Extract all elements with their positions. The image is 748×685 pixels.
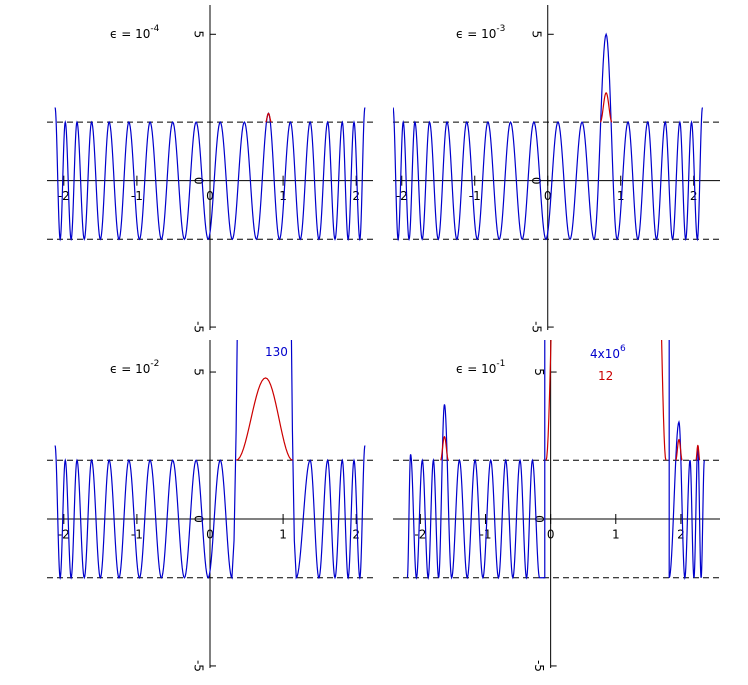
y-tick-label: -5 xyxy=(532,660,546,672)
panel-title: ϵ = 10-4 xyxy=(110,24,160,41)
curves xyxy=(54,340,366,581)
title-exponent: -2 xyxy=(150,359,159,369)
x-tick-label: -2 xyxy=(396,189,408,203)
curves xyxy=(407,0,704,584)
annotation: 4x106 xyxy=(590,344,626,361)
annotation-text: 12 xyxy=(598,369,613,383)
y-tick-label: 0 xyxy=(192,515,206,523)
x-tick-label: 0 xyxy=(206,189,214,203)
title-text: ϵ = 10 xyxy=(110,362,150,376)
curve xyxy=(599,92,613,123)
curve xyxy=(407,0,704,584)
title-exponent: -1 xyxy=(496,359,505,369)
annotation-text: 4x10 xyxy=(590,347,620,361)
x-tick-label: -1 xyxy=(480,527,492,541)
y-tick-label: 5 xyxy=(192,368,206,376)
curve xyxy=(265,112,272,123)
panel: -2 -1 0 1 2 -5 0 5 ϵ = 10-4 xyxy=(47,5,373,333)
panel-title: ϵ = 10-3 xyxy=(456,24,505,41)
curve xyxy=(236,377,293,461)
y-tick-label: -5 xyxy=(192,321,206,333)
y-tick-label: 0 xyxy=(529,177,543,185)
x-tick-label: -2 xyxy=(414,527,426,541)
title-exponent: -4 xyxy=(150,24,159,34)
x-tick-label: 1 xyxy=(617,189,625,203)
y-tick-label: 5 xyxy=(529,30,543,38)
x-tick-label: -2 xyxy=(58,527,70,541)
y-tick-label: 5 xyxy=(532,368,546,376)
x-tick-label: 1 xyxy=(279,189,287,203)
x-tick-label: -1 xyxy=(131,527,143,541)
y-tick-label: 0 xyxy=(192,177,206,185)
curves xyxy=(54,107,366,242)
x-tick-label: -2 xyxy=(58,189,70,203)
x-tick-label: 2 xyxy=(677,527,685,541)
annotation-exponent: 6 xyxy=(620,344,626,354)
title-text: ϵ = 10 xyxy=(456,27,496,41)
curve xyxy=(440,340,701,461)
title-text: ϵ = 10 xyxy=(110,27,150,41)
x-tick-label: 0 xyxy=(547,527,555,541)
title-exponent: -3 xyxy=(496,24,505,34)
x-tick-label: -1 xyxy=(131,189,143,203)
curve xyxy=(54,340,366,581)
curves xyxy=(393,32,704,242)
annotation: 130 xyxy=(265,345,288,359)
x-tick-label: 2 xyxy=(352,527,360,541)
y-tick-label: 5 xyxy=(192,30,206,38)
x-tick-label: -1 xyxy=(469,189,481,203)
curve xyxy=(54,107,366,242)
y-tick-label: -5 xyxy=(192,660,206,672)
annotation: 12 xyxy=(598,369,613,383)
panel: -2 -1 0 1 2 -5 0 5 ϵ = 10-3 xyxy=(393,5,720,333)
annotation-text: 130 xyxy=(265,345,288,359)
x-tick-label: 0 xyxy=(206,527,214,541)
y-tick-label: 0 xyxy=(532,515,546,523)
x-tick-label: 0 xyxy=(544,189,552,203)
panel-title: ϵ = 10-1 xyxy=(456,359,505,376)
x-tick-label: 2 xyxy=(690,189,698,203)
x-tick-label: 1 xyxy=(279,527,287,541)
title-text: ϵ = 10 xyxy=(456,362,496,376)
y-tick-label: -5 xyxy=(529,321,543,333)
panel-title: ϵ = 10-2 xyxy=(110,359,159,376)
x-tick-label: 2 xyxy=(352,189,360,203)
x-tick-label: 1 xyxy=(612,527,620,541)
curve xyxy=(393,32,704,242)
